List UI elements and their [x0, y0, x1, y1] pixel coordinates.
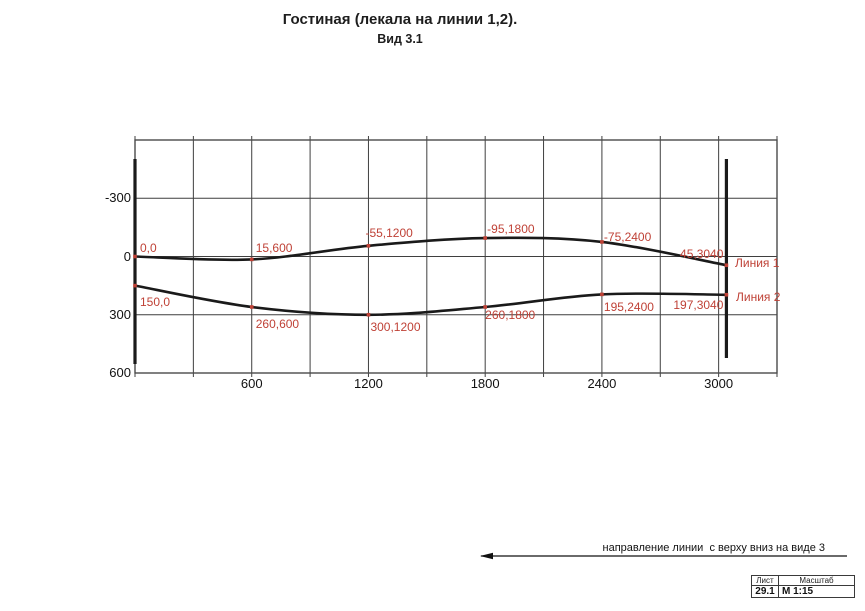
point-label: -55,1200: [365, 225, 413, 240]
data-point-marker: [724, 292, 729, 297]
title-block-header-list: Лист: [752, 576, 779, 586]
page-title: Гостиная (лекала на линии 1,2).: [282, 11, 518, 28]
series-label: Линия 2: [736, 290, 781, 304]
title-block-sheet-number: 29.1: [752, 586, 779, 597]
data-point-marker: [133, 283, 137, 288]
y-tick-label: 300: [109, 306, 131, 322]
y-tick-label: 600: [109, 365, 131, 380]
point-label: 300,1200: [370, 319, 421, 334]
x-tick-label: 3000: [704, 375, 734, 391]
data-point-marker: [366, 244, 371, 248]
curve-line-2: [133, 284, 728, 317]
title-block-scale-value: М 1:15: [782, 586, 814, 597]
x-tick-label: 1200: [353, 375, 383, 391]
data-point-marker: [366, 312, 371, 317]
title-block-table: Лист Масштаб 29.1 М 1:15: [751, 575, 855, 598]
data-point-marker: [249, 257, 254, 262]
data-point-marker: [249, 305, 254, 309]
view-subtitle: Вид 3.1: [377, 32, 423, 46]
point-label: 260,1800: [485, 307, 536, 322]
data-point-marker: [483, 305, 487, 309]
direction-arrowhead-icon: [480, 552, 493, 560]
data-point-marker: [724, 263, 729, 268]
point-label: 45,3040: [680, 247, 724, 262]
data-point-marker: [600, 292, 604, 297]
series-label: Линия 1: [735, 256, 780, 270]
point-label: 0,0: [140, 240, 157, 255]
data-point-marker: [483, 236, 487, 240]
point-label: 15,600: [255, 241, 293, 256]
curve-line-1: [133, 236, 728, 267]
data-point-marker: [600, 240, 604, 244]
x-tick-label: 600: [240, 375, 263, 391]
x-tick-label: 2400: [587, 375, 617, 391]
title-block-header-scale: Масштаб: [779, 576, 854, 586]
point-label: -95,1800: [487, 222, 535, 237]
data-point-marker: [133, 254, 137, 259]
point-label: 197,3040: [673, 297, 724, 312]
point-label: 150,0: [140, 294, 171, 309]
point-label: -75,2400: [603, 229, 652, 244]
direction-note: направление линии с верху вниз на виде 3: [602, 542, 826, 554]
point-label: 260,600: [255, 316, 300, 331]
y-tick-label: 0: [123, 248, 131, 264]
y-tick-label: -300: [104, 190, 131, 206]
x-tick-label: 1800: [470, 375, 500, 391]
point-label: 195,2400: [603, 300, 654, 315]
